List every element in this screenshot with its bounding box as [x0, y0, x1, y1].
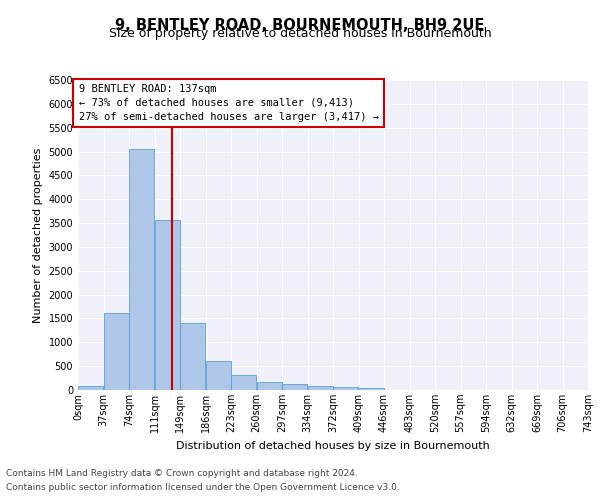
Y-axis label: Number of detached properties: Number of detached properties: [33, 148, 43, 322]
Bar: [282, 384, 307, 390]
Bar: [180, 323, 205, 390]
Bar: [155, 220, 180, 390]
Bar: [206, 361, 231, 390]
Text: Contains HM Land Registry data © Crown copyright and database right 2024.: Contains HM Land Registry data © Crown c…: [6, 468, 358, 477]
Text: 9 BENTLEY ROAD: 137sqm
← 73% of detached houses are smaller (9,413)
27% of semi-: 9 BENTLEY ROAD: 137sqm ← 73% of detached…: [79, 84, 379, 122]
Bar: [78, 386, 103, 390]
Text: Size of property relative to detached houses in Bournemouth: Size of property relative to detached ho…: [109, 28, 491, 40]
Bar: [333, 388, 358, 390]
Bar: [104, 312, 129, 390]
Text: 9, BENTLEY ROAD, BOURNEMOUTH, BH9 2UE: 9, BENTLEY ROAD, BOURNEMOUTH, BH9 2UE: [115, 18, 485, 32]
Bar: [359, 388, 384, 390]
Bar: [129, 148, 154, 390]
Text: Contains public sector information licensed under the Open Government Licence v3: Contains public sector information licen…: [6, 484, 400, 492]
Bar: [257, 382, 282, 390]
Bar: [308, 386, 333, 390]
Bar: [231, 375, 256, 390]
X-axis label: Distribution of detached houses by size in Bournemouth: Distribution of detached houses by size …: [176, 440, 490, 450]
